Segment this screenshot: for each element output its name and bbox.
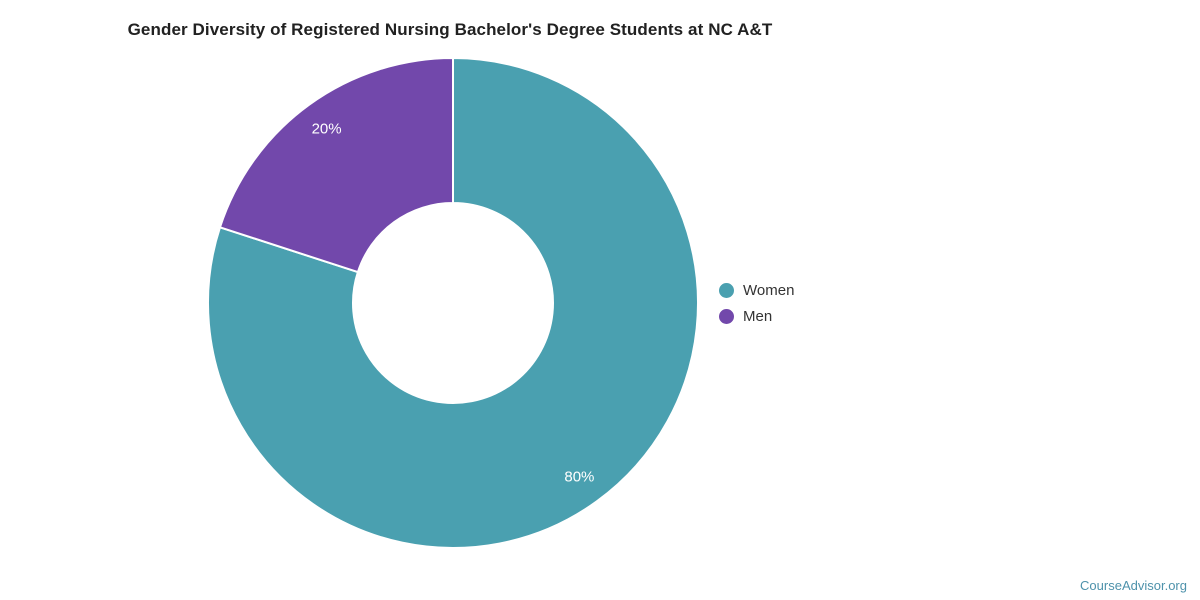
watermark-link[interactable]: CourseAdvisor.org: [1080, 578, 1187, 593]
legend: Women Men: [719, 277, 794, 329]
legend-item-women[interactable]: Women: [719, 277, 794, 303]
legend-label-men: Men: [743, 307, 773, 325]
legend-label-women: Women: [743, 281, 795, 299]
legend-marker-men: [719, 308, 734, 324]
slice-labels: 80% 20%: [312, 121, 595, 486]
donut-slices: [207, 57, 699, 549]
slice-label-men: 20%: [312, 121, 342, 138]
chart-title: Gender Diversity of Registered Nursing B…: [127, 20, 773, 39]
legend-marker-women: [719, 282, 734, 298]
legend-item-men[interactable]: Men: [719, 303, 794, 329]
pie-slice-women[interactable]: [207, 57, 699, 549]
pie-slice-men[interactable]: [218, 57, 454, 274]
slice-label-women: 80%: [564, 468, 594, 485]
